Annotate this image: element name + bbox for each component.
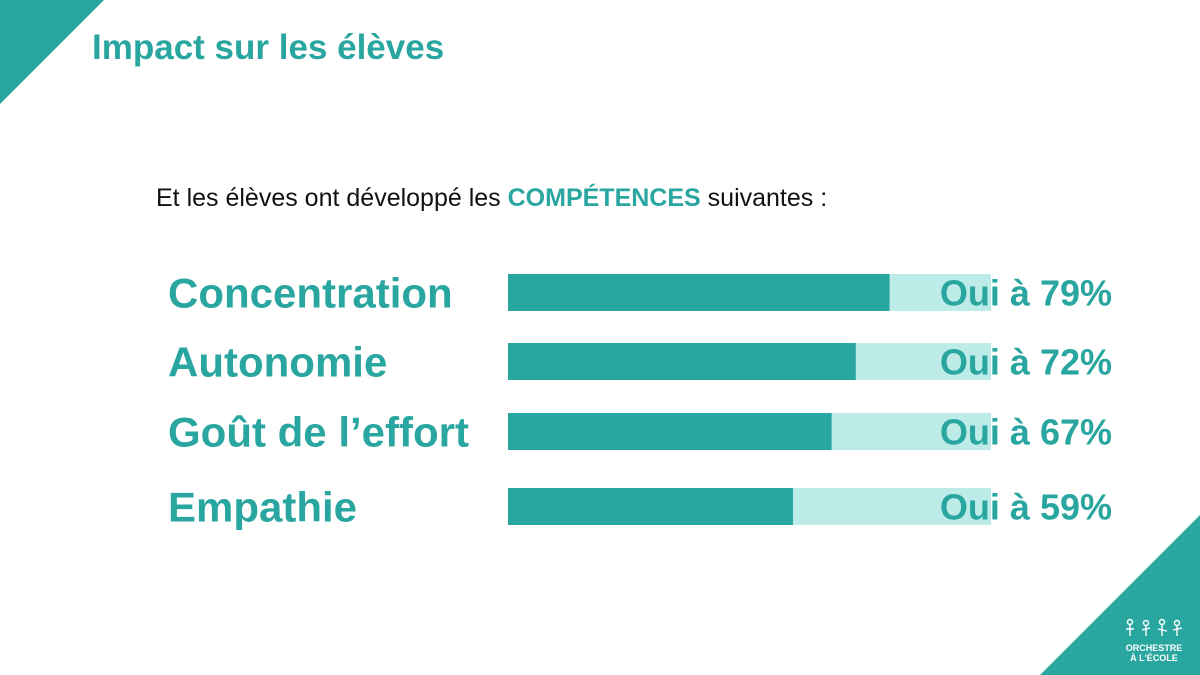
bar — [508, 343, 856, 380]
page-title: Impact sur les élèves — [92, 28, 445, 67]
subtitle-emphasis: COMPÉTENCES — [507, 184, 701, 212]
logo-line-1: ORCHESTRE — [1125, 643, 1183, 653]
bar — [508, 413, 832, 450]
logo-line-2: À L'ÉCOLE — [1130, 653, 1178, 663]
bar — [508, 274, 890, 311]
bar — [508, 488, 793, 525]
value-label: Oui à 67% — [940, 412, 1112, 453]
category-label: Goût de l’effort — [168, 409, 469, 456]
subtitle-text-pre: Et les élèves ont développé les — [156, 184, 508, 212]
value-label: Oui à 79% — [940, 273, 1112, 314]
value-label: Oui à 72% — [940, 342, 1112, 383]
corner-decoration-bottom-right — [1040, 515, 1200, 675]
subtitle: Et les élèves ont développé les COMPÉTEN… — [156, 184, 827, 213]
category-label: Concentration — [168, 270, 453, 317]
orchestre-logo: ORCHESTRE À L'ÉCOLE — [1120, 616, 1188, 663]
category-label: Autonomie — [168, 339, 387, 386]
category-label: Empathie — [168, 484, 357, 531]
corner-decoration-top-left — [0, 0, 104, 104]
subtitle-text-post: suivantes : — [700, 184, 828, 212]
value-label: Oui à 59% — [940, 487, 1112, 528]
orchestre-logo-icon — [1126, 618, 1183, 636]
